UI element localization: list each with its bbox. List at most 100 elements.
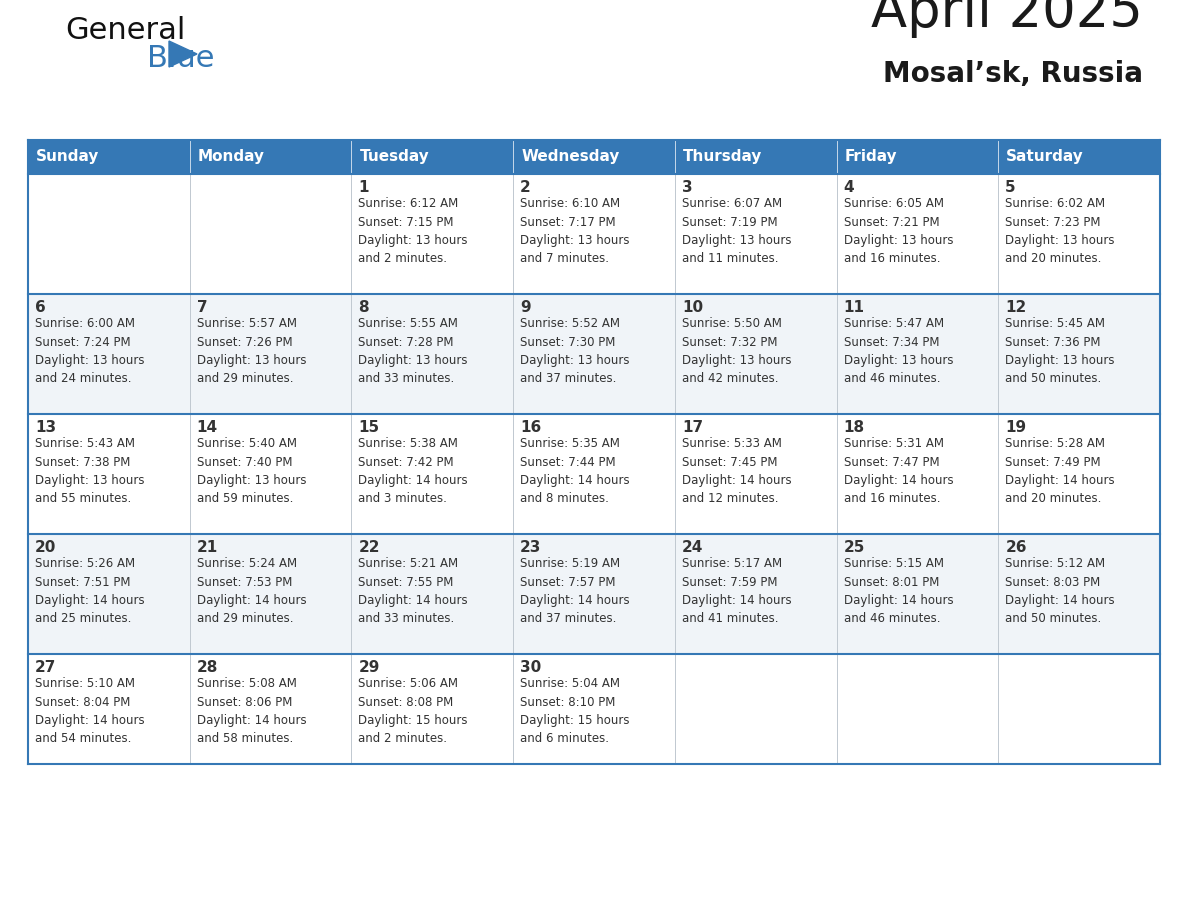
Text: Sunrise: 5:26 AM
Sunset: 7:51 PM
Daylight: 14 hours
and 25 minutes.: Sunrise: 5:26 AM Sunset: 7:51 PM Dayligh…	[34, 557, 145, 625]
Text: 21: 21	[197, 540, 217, 555]
Bar	[836, 534, 998, 654]
Text: Sunrise: 6:10 AM
Sunset: 7:17 PM
Daylight: 13 hours
and 7 minutes.: Sunrise: 6:10 AM Sunset: 7:17 PM Dayligh…	[520, 197, 630, 265]
Text: Sunrise: 5:45 AM
Sunset: 7:36 PM
Daylight: 13 hours
and 50 minutes.: Sunrise: 5:45 AM Sunset: 7:36 PM Dayligh…	[1005, 317, 1114, 386]
Text: Sunrise: 5:06 AM
Sunset: 8:08 PM
Daylight: 15 hours
and 2 minutes.: Sunrise: 5:06 AM Sunset: 8:08 PM Dayligh…	[359, 677, 468, 745]
Bar	[190, 174, 352, 294]
Text: 15: 15	[359, 420, 379, 435]
Bar	[190, 140, 352, 174]
Text: 5: 5	[1005, 180, 1016, 195]
Text: 10: 10	[682, 300, 703, 315]
Text: Sunrise: 5:12 AM
Sunset: 8:03 PM
Daylight: 14 hours
and 50 minutes.: Sunrise: 5:12 AM Sunset: 8:03 PM Dayligh…	[1005, 557, 1114, 625]
Text: Sunrise: 5:17 AM
Sunset: 7:59 PM
Daylight: 14 hours
and 41 minutes.: Sunrise: 5:17 AM Sunset: 7:59 PM Dayligh…	[682, 557, 791, 625]
Text: 11: 11	[843, 300, 865, 315]
Text: Sunrise: 6:00 AM
Sunset: 7:24 PM
Daylight: 13 hours
and 24 minutes.: Sunrise: 6:00 AM Sunset: 7:24 PM Dayligh…	[34, 317, 145, 386]
Polygon shape	[169, 41, 197, 67]
Text: Sunrise: 6:05 AM
Sunset: 7:21 PM
Daylight: 13 hours
and 16 minutes.: Sunrise: 6:05 AM Sunset: 7:21 PM Dayligh…	[843, 197, 953, 265]
Text: Sunrise: 5:52 AM
Sunset: 7:30 PM
Daylight: 13 hours
and 37 minutes.: Sunrise: 5:52 AM Sunset: 7:30 PM Dayligh…	[520, 317, 630, 386]
Text: 24: 24	[682, 540, 703, 555]
Bar	[513, 654, 675, 764]
Text: Sunrise: 5:04 AM
Sunset: 8:10 PM
Daylight: 15 hours
and 6 minutes.: Sunrise: 5:04 AM Sunset: 8:10 PM Dayligh…	[520, 677, 630, 745]
Bar	[836, 414, 998, 534]
Text: Sunrise: 5:10 AM
Sunset: 8:04 PM
Daylight: 14 hours
and 54 minutes.: Sunrise: 5:10 AM Sunset: 8:04 PM Dayligh…	[34, 677, 145, 745]
Text: Sunrise: 5:40 AM
Sunset: 7:40 PM
Daylight: 13 hours
and 59 minutes.: Sunrise: 5:40 AM Sunset: 7:40 PM Dayligh…	[197, 437, 307, 506]
Text: Sunrise: 5:47 AM
Sunset: 7:34 PM
Daylight: 13 hours
and 46 minutes.: Sunrise: 5:47 AM Sunset: 7:34 PM Dayligh…	[843, 317, 953, 386]
Text: Sunrise: 5:08 AM
Sunset: 8:06 PM
Daylight: 14 hours
and 58 minutes.: Sunrise: 5:08 AM Sunset: 8:06 PM Dayligh…	[197, 677, 307, 745]
Bar	[998, 174, 1159, 294]
Text: Sunrise: 5:24 AM
Sunset: 7:53 PM
Daylight: 14 hours
and 29 minutes.: Sunrise: 5:24 AM Sunset: 7:53 PM Dayligh…	[197, 557, 307, 625]
Text: Sunrise: 5:50 AM
Sunset: 7:32 PM
Daylight: 13 hours
and 42 minutes.: Sunrise: 5:50 AM Sunset: 7:32 PM Dayligh…	[682, 317, 791, 386]
Bar	[675, 294, 836, 414]
Bar	[29, 294, 190, 414]
Text: Sunrise: 6:12 AM
Sunset: 7:15 PM
Daylight: 13 hours
and 2 minutes.: Sunrise: 6:12 AM Sunset: 7:15 PM Dayligh…	[359, 197, 468, 265]
Text: Sunrise: 5:33 AM
Sunset: 7:45 PM
Daylight: 14 hours
and 12 minutes.: Sunrise: 5:33 AM Sunset: 7:45 PM Dayligh…	[682, 437, 791, 506]
Bar	[352, 174, 513, 294]
Bar	[190, 654, 352, 764]
Text: 14: 14	[197, 420, 217, 435]
Bar	[29, 174, 190, 294]
Bar	[513, 414, 675, 534]
Text: 9: 9	[520, 300, 531, 315]
Bar	[352, 654, 513, 764]
Text: 7: 7	[197, 300, 208, 315]
Bar	[836, 294, 998, 414]
Bar	[836, 174, 998, 294]
Text: 30: 30	[520, 660, 542, 675]
Text: 18: 18	[843, 420, 865, 435]
Text: April 2025: April 2025	[871, 0, 1143, 38]
Bar	[190, 294, 352, 414]
Bar	[352, 140, 513, 174]
Text: 25: 25	[843, 540, 865, 555]
Text: 22: 22	[359, 540, 380, 555]
Text: Friday: Friday	[845, 150, 897, 164]
Text: Sunrise: 5:28 AM
Sunset: 7:49 PM
Daylight: 14 hours
and 20 minutes.: Sunrise: 5:28 AM Sunset: 7:49 PM Dayligh…	[1005, 437, 1114, 506]
Text: Sunrise: 5:21 AM
Sunset: 7:55 PM
Daylight: 14 hours
and 33 minutes.: Sunrise: 5:21 AM Sunset: 7:55 PM Dayligh…	[359, 557, 468, 625]
Text: Blue: Blue	[147, 44, 215, 73]
Text: Sunrise: 6:02 AM
Sunset: 7:23 PM
Daylight: 13 hours
and 20 minutes.: Sunrise: 6:02 AM Sunset: 7:23 PM Dayligh…	[1005, 197, 1114, 265]
Text: 13: 13	[34, 420, 56, 435]
Bar	[29, 534, 190, 654]
Bar	[190, 414, 352, 534]
Bar	[675, 414, 836, 534]
Text: Sunrise: 5:38 AM
Sunset: 7:42 PM
Daylight: 14 hours
and 3 minutes.: Sunrise: 5:38 AM Sunset: 7:42 PM Dayligh…	[359, 437, 468, 506]
Bar	[675, 654, 836, 764]
Bar	[352, 294, 513, 414]
Text: Sunday: Sunday	[36, 150, 100, 164]
Text: 16: 16	[520, 420, 542, 435]
Bar	[190, 534, 352, 654]
Text: 26: 26	[1005, 540, 1026, 555]
Bar	[836, 140, 998, 174]
Bar	[675, 174, 836, 294]
Text: 19: 19	[1005, 420, 1026, 435]
Bar	[29, 414, 190, 534]
Bar	[513, 294, 675, 414]
Bar	[998, 294, 1159, 414]
Bar	[675, 534, 836, 654]
Text: 3: 3	[682, 180, 693, 195]
Text: 29: 29	[359, 660, 380, 675]
Text: Sunrise: 5:35 AM
Sunset: 7:44 PM
Daylight: 14 hours
and 8 minutes.: Sunrise: 5:35 AM Sunset: 7:44 PM Dayligh…	[520, 437, 630, 506]
Text: Sunrise: 5:57 AM
Sunset: 7:26 PM
Daylight: 13 hours
and 29 minutes.: Sunrise: 5:57 AM Sunset: 7:26 PM Dayligh…	[197, 317, 307, 386]
Text: Sunrise: 5:31 AM
Sunset: 7:47 PM
Daylight: 14 hours
and 16 minutes.: Sunrise: 5:31 AM Sunset: 7:47 PM Dayligh…	[843, 437, 953, 506]
Text: 6: 6	[34, 300, 46, 315]
Text: 17: 17	[682, 420, 703, 435]
Bar	[998, 414, 1159, 534]
Text: 28: 28	[197, 660, 219, 675]
Bar	[513, 534, 675, 654]
Text: 12: 12	[1005, 300, 1026, 315]
Text: Monday: Monday	[197, 150, 265, 164]
Text: Sunrise: 5:19 AM
Sunset: 7:57 PM
Daylight: 14 hours
and 37 minutes.: Sunrise: 5:19 AM Sunset: 7:57 PM Dayligh…	[520, 557, 630, 625]
Text: Mosal’sk, Russia: Mosal’sk, Russia	[883, 60, 1143, 88]
Text: 2: 2	[520, 180, 531, 195]
Bar	[513, 140, 675, 174]
Bar	[352, 414, 513, 534]
Text: 8: 8	[359, 300, 369, 315]
Text: Tuesday: Tuesday	[360, 150, 429, 164]
Bar	[998, 534, 1159, 654]
Bar	[998, 654, 1159, 764]
Text: 4: 4	[843, 180, 854, 195]
Text: General: General	[65, 16, 185, 45]
Bar	[29, 140, 190, 174]
Text: Wednesday: Wednesday	[522, 150, 619, 164]
Text: 27: 27	[34, 660, 56, 675]
Text: Saturday: Saturday	[1006, 150, 1083, 164]
